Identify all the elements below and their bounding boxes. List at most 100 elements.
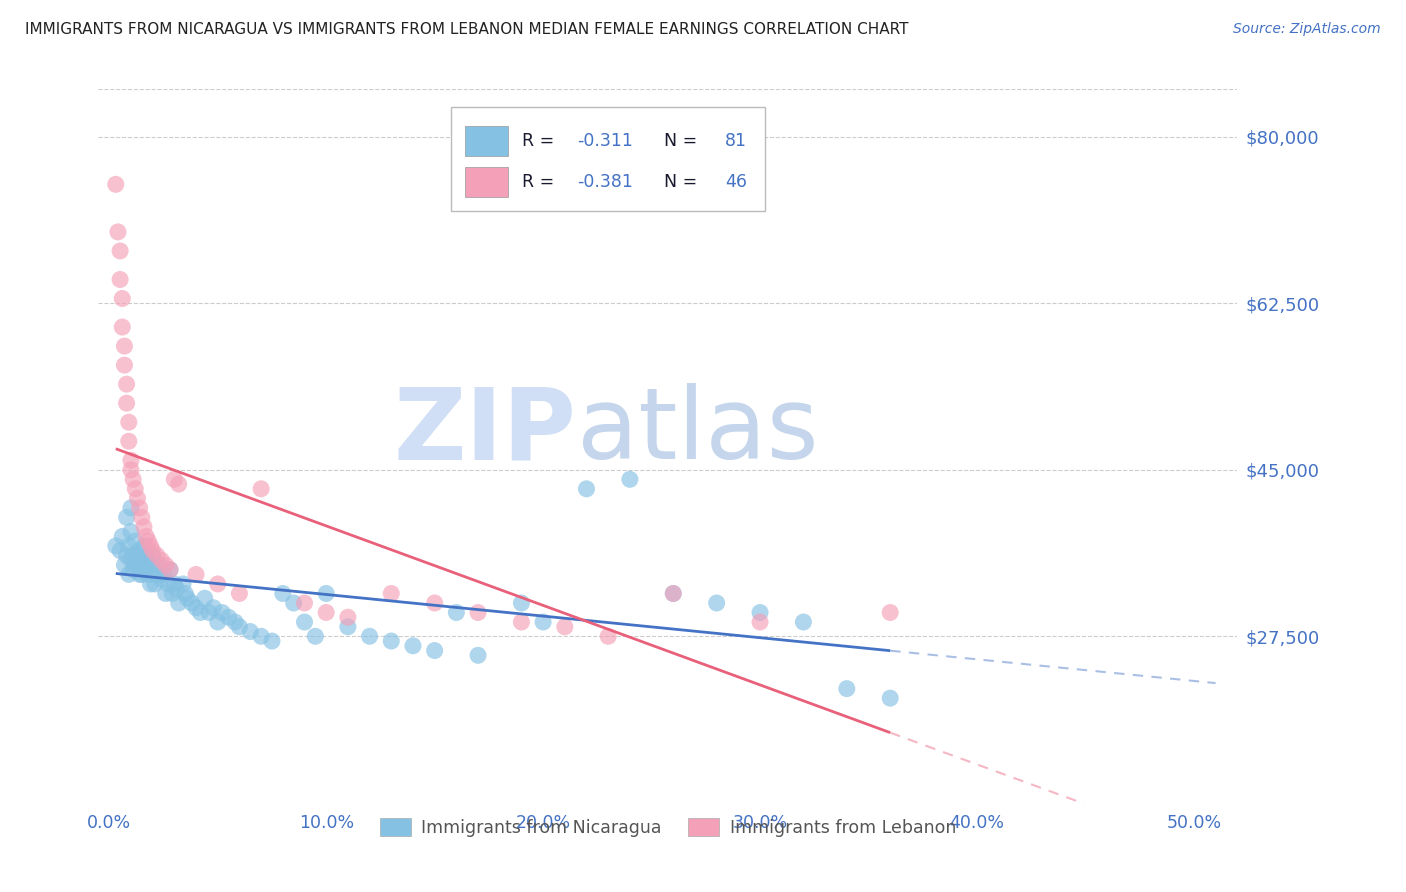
Point [749,615,772,629]
Point [184,567,207,582]
Point [150,572,173,586]
Point [111,320,134,334]
Point [108,272,131,286]
Point [250,629,273,643]
Text: N =: N = [652,132,703,150]
Point [467,648,489,663]
Point [159,563,181,577]
Text: atlas: atlas [576,384,818,480]
FancyBboxPatch shape [465,127,509,156]
Point [228,586,250,600]
Point [124,534,146,549]
Point [120,453,142,467]
Point [510,615,533,629]
Point [118,539,141,553]
Point [598,629,620,643]
Point [163,472,186,486]
Point [315,586,337,600]
Point [135,549,157,563]
Point [156,577,179,591]
Point [402,639,425,653]
Point [207,577,229,591]
Point [148,558,170,572]
Point [194,591,217,606]
Point [315,606,337,620]
Point [152,567,174,582]
Point [163,577,186,591]
Point [531,615,554,629]
Text: Source: ZipAtlas.com: Source: ZipAtlas.com [1233,22,1381,37]
Point [128,567,150,582]
Point [146,567,169,582]
Point [336,620,359,634]
Point [122,563,145,577]
Point [132,520,155,534]
Point [467,606,489,620]
Point [380,586,402,600]
Point [619,472,641,486]
Point [115,396,138,410]
Point [131,567,153,582]
Point [104,539,127,553]
Point [111,529,134,543]
Point [108,543,131,558]
Point [114,558,136,572]
Point [198,606,221,620]
Point [136,567,159,582]
Point [167,477,190,491]
Point [211,606,233,620]
Point [172,577,194,591]
Point [176,591,198,606]
Point [122,472,145,486]
Point [879,606,901,620]
Point [155,558,177,572]
Point [224,615,246,629]
Point [115,510,138,524]
Point [132,553,155,567]
Point [127,558,149,572]
Point [174,586,197,600]
Point [662,586,685,600]
Point [294,596,316,610]
Point [155,586,177,600]
Point [180,596,202,610]
Point [150,553,173,567]
Point [131,510,153,524]
Point [104,178,127,192]
Point [120,553,142,567]
Point [283,596,305,610]
Point [118,434,141,449]
Point [143,577,166,591]
Point [127,491,149,506]
Point [135,529,157,543]
Point [228,620,250,634]
Point [835,681,858,696]
FancyBboxPatch shape [465,167,509,197]
Point [114,358,136,372]
Point [446,606,468,620]
Point [139,577,162,591]
Point [120,524,142,539]
Point [139,539,162,553]
Point [218,610,240,624]
Point [142,549,165,563]
Point [167,596,190,610]
Point [239,624,262,639]
Point [107,225,129,239]
Text: IMMIGRANTS FROM NICARAGUA VS IMMIGRANTS FROM LEBANON MEDIAN FEMALE EARNINGS CORR: IMMIGRANTS FROM NICARAGUA VS IMMIGRANTS … [25,22,908,37]
Point [510,596,533,610]
Point [879,691,901,706]
Point [142,543,165,558]
Point [662,586,685,600]
Point [260,634,283,648]
Point [115,549,138,563]
Point [304,629,326,643]
Point [423,596,446,610]
Point [114,339,136,353]
Point [190,606,212,620]
Point [118,567,141,582]
Point [122,549,145,563]
Point [128,543,150,558]
Point [135,563,157,577]
Text: 81: 81 [725,132,747,150]
